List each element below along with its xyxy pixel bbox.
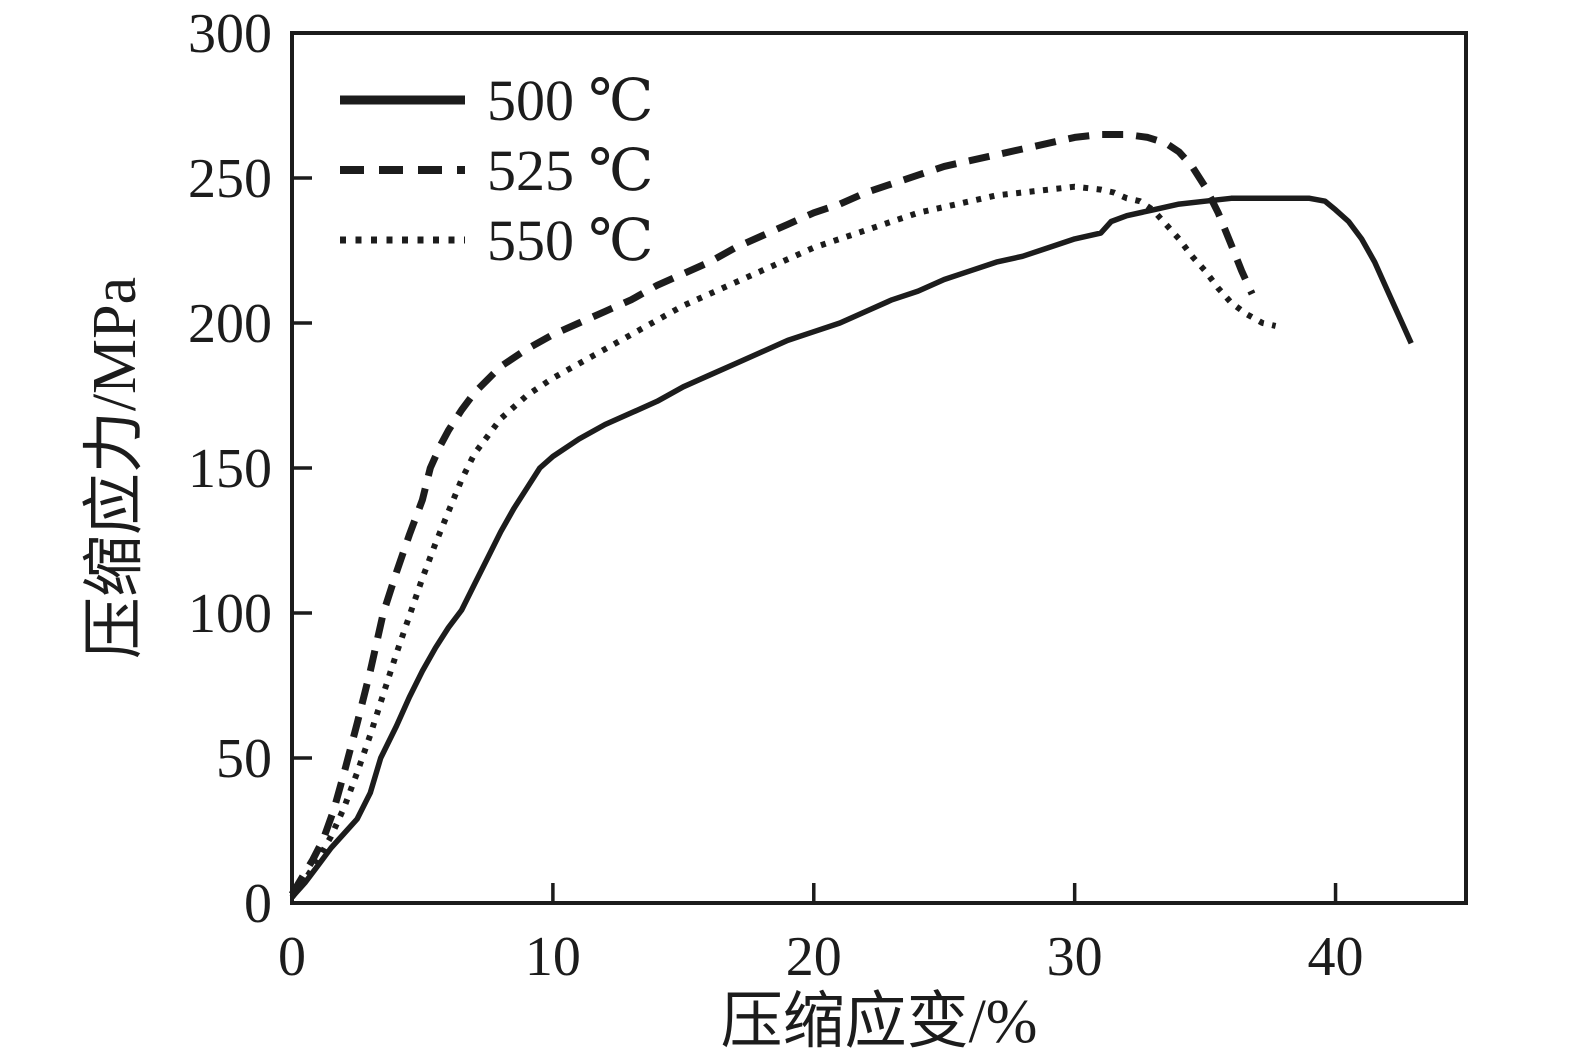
x-tick-label: 30 [1047,926,1103,988]
y-tick-label: 150 [188,438,272,500]
legend-label: 525 ℃ [487,138,653,203]
series-dashed-line [288,131,1256,897]
y-tick-label: 300 [188,3,272,65]
series-solid-line [289,195,1414,900]
x-tick-label: 10 [525,926,581,988]
x-tick-label: 0 [278,926,306,988]
y-tick-label: 250 [188,148,272,210]
y-axis-title: 压缩应力/MPa [81,277,149,659]
x-tick-label: 20 [786,926,842,988]
axis-ticks: 0 10 20 30 40 0 50 100 150 200 250 300 [188,3,1364,988]
y-tick-label: 200 [188,293,272,355]
y-tick-label: 0 [244,873,272,935]
x-axis-title: 压缩应变/% [721,988,1038,1056]
x-tick-label: 40 [1308,926,1364,988]
legend-label: 500 ℃ [487,68,653,133]
series-dotted-line [289,183,1277,899]
y-tick-label: 50 [216,728,272,790]
legend-label: 550 ℃ [487,208,653,273]
curves [288,131,1414,900]
plot-frame [290,31,1468,905]
y-tick-label: 100 [188,583,272,645]
